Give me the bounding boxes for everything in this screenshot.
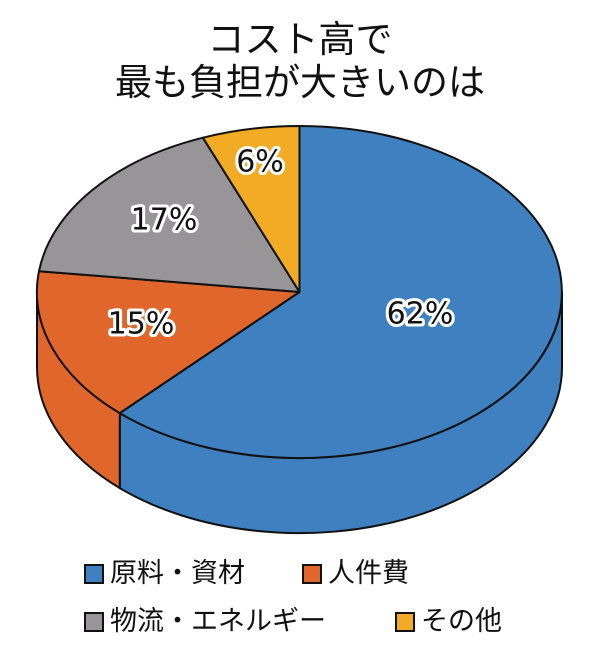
chart-title-line-2: 最も負担が大きいのは — [115, 61, 485, 104]
legend-item-other[interactable]: その他 — [395, 607, 502, 637]
slice-label-logistics-energy: 17% — [131, 203, 198, 238]
slice-labor[interactable] — [35, 270, 301, 415]
legend-item-logistics-energy[interactable]: 物流・エネルギー — [84, 607, 326, 637]
slice-label-raw-materials: 62% — [387, 297, 454, 332]
slice-other[interactable] — [201, 125, 301, 293]
slice-raw-materials[interactable] — [118, 125, 563, 459]
chart-title: コスト高で 最も負担が大きいのは — [0, 18, 600, 104]
legend-swatch-other — [395, 612, 415, 632]
legend-label-other: その他 — [421, 606, 502, 637]
legend-label-labor: 人件費 — [328, 558, 409, 589]
slice-label-labor: 15% — [108, 307, 175, 342]
slice-label-other: 6% — [236, 145, 284, 180]
legend-swatch-logistics-energy — [84, 612, 104, 632]
chart-title-line-1: コスト高で — [207, 18, 393, 61]
legend-swatch-labor — [302, 564, 322, 584]
legend-item-raw-materials[interactable]: 原料・資材 — [84, 559, 245, 589]
legend-label-logistics-energy: 物流・エネルギー — [110, 606, 326, 637]
legend-item-labor[interactable]: 人件費 — [302, 559, 409, 589]
legend-swatch-raw-materials — [84, 564, 104, 584]
slice-logistics-energy[interactable] — [38, 136, 301, 293]
legend-label-raw-materials: 原料・資材 — [110, 558, 245, 589]
